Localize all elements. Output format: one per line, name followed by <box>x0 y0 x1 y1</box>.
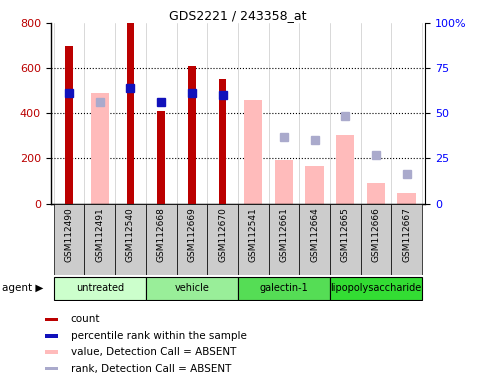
Bar <box>305 166 324 204</box>
Bar <box>54 276 146 300</box>
Text: vehicle: vehicle <box>174 283 209 293</box>
Text: count: count <box>71 314 100 324</box>
Text: percentile rank within the sample: percentile rank within the sample <box>71 331 246 341</box>
Text: rank, Detection Call = ABSENT: rank, Detection Call = ABSENT <box>71 364 231 374</box>
Bar <box>45 334 58 338</box>
Bar <box>299 204 330 275</box>
Bar <box>127 23 134 204</box>
Bar <box>188 66 196 204</box>
Text: galectin-1: galectin-1 <box>259 283 308 293</box>
Bar <box>45 367 58 371</box>
Bar <box>146 204 176 275</box>
Bar <box>176 204 207 275</box>
Bar <box>115 204 146 275</box>
Bar <box>330 276 422 300</box>
Text: value, Detection Call = ABSENT: value, Detection Call = ABSENT <box>71 347 236 357</box>
Bar <box>45 318 58 321</box>
Bar <box>54 204 85 275</box>
Bar <box>65 46 73 204</box>
Text: GSM112664: GSM112664 <box>310 207 319 262</box>
Text: GSM112540: GSM112540 <box>126 207 135 262</box>
Bar <box>91 93 109 204</box>
Text: GSM112491: GSM112491 <box>95 207 104 262</box>
Bar <box>244 100 262 204</box>
Text: agent ▶: agent ▶ <box>2 283 44 293</box>
Text: GSM112667: GSM112667 <box>402 207 411 262</box>
Text: lipopolysaccharide: lipopolysaccharide <box>330 283 422 293</box>
Text: GSM112670: GSM112670 <box>218 207 227 262</box>
Bar <box>336 135 355 204</box>
Bar <box>398 193 416 204</box>
Bar <box>391 204 422 275</box>
Bar <box>207 204 238 275</box>
Text: GSM112668: GSM112668 <box>156 207 166 262</box>
Bar <box>85 204 115 275</box>
Text: GSM112541: GSM112541 <box>249 207 258 262</box>
Title: GDS2221 / 243358_at: GDS2221 / 243358_at <box>169 9 307 22</box>
Bar <box>330 204 361 275</box>
Text: GSM112490: GSM112490 <box>65 207 73 262</box>
Bar <box>146 276 238 300</box>
Bar <box>367 183 385 204</box>
Text: untreated: untreated <box>76 283 124 293</box>
Bar <box>238 276 330 300</box>
Bar <box>219 79 227 204</box>
Bar <box>361 204 391 275</box>
Text: GSM112669: GSM112669 <box>187 207 197 262</box>
Text: GSM112666: GSM112666 <box>371 207 381 262</box>
Text: GSM112661: GSM112661 <box>279 207 288 262</box>
Bar <box>157 111 165 204</box>
Bar <box>275 159 293 204</box>
Bar <box>238 204 269 275</box>
Bar <box>269 204 299 275</box>
Bar <box>45 350 58 354</box>
Text: GSM112665: GSM112665 <box>341 207 350 262</box>
